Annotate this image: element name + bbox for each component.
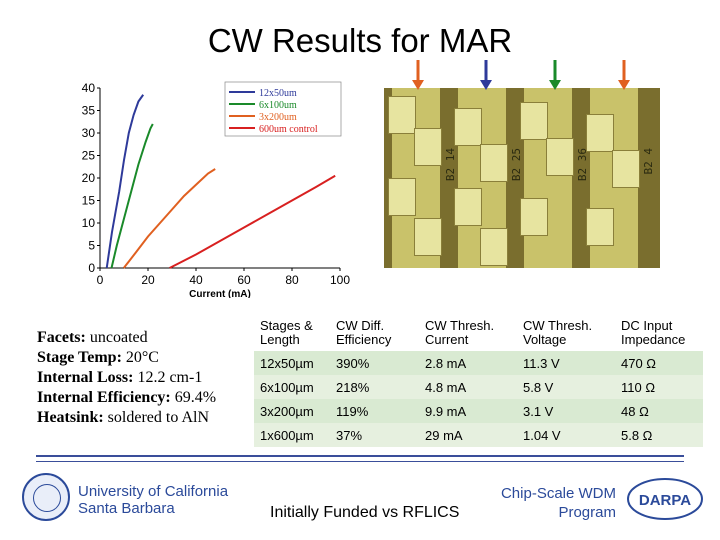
arrow-head bbox=[480, 80, 492, 90]
header-cell: CW Thresh. Voltage bbox=[523, 318, 593, 347]
spec-heatsink: Heatsink: soldered to AlN bbox=[37, 409, 209, 426]
y-tick-label: 30 bbox=[82, 126, 96, 140]
table-cell: 6x100µm bbox=[254, 375, 330, 399]
table-cell: 390% bbox=[330, 351, 419, 375]
footer-divider bbox=[36, 461, 684, 462]
x-tick-label: 40 bbox=[189, 273, 203, 287]
chip-photo: B2 14 B2 25 B2 36 B2 4 bbox=[384, 88, 660, 268]
legend-label: 12x50um bbox=[259, 88, 297, 99]
header-cell: CW Diff. Efficiency bbox=[336, 318, 392, 347]
header-cell: CW Thresh. Current bbox=[425, 318, 495, 347]
table-row: 6x100µm 218% 4.8 mA 5.8 V 110 Ω bbox=[254, 375, 703, 399]
series-line bbox=[110, 123, 154, 269]
spec-internal-efficiency: Internal Efficiency: 69.4% bbox=[37, 389, 217, 406]
darpa-ellipse bbox=[627, 478, 703, 520]
arrow-head bbox=[618, 80, 630, 90]
legend-label: 600um control bbox=[259, 124, 318, 135]
table-cell: 470 Ω bbox=[615, 351, 703, 375]
table-cell: 29 mA bbox=[419, 423, 517, 447]
table-header-row: Stages & Length CW Diff. Efficiency CW T… bbox=[254, 315, 703, 351]
y-tick-label: 10 bbox=[82, 216, 96, 230]
uc-seal-logo bbox=[22, 473, 70, 521]
x-tick-label: 80 bbox=[285, 273, 299, 287]
table-cell: 218% bbox=[330, 375, 419, 399]
legend-label: 6x100um bbox=[259, 100, 297, 111]
series-line bbox=[105, 94, 145, 269]
chip-label: B2 36 bbox=[576, 148, 589, 182]
table-cell: 9.9 mA bbox=[419, 399, 517, 423]
table-cell: 1.04 V bbox=[517, 423, 615, 447]
table-row: 12x50µm 390% 2.8 mA 11.3 V 470 Ω bbox=[254, 351, 703, 375]
spec-internal-loss: Internal Loss: 12.2 cm-1 bbox=[37, 369, 203, 386]
x-tick-label: 0 bbox=[97, 273, 104, 287]
x-axis-label: Current (mA) bbox=[189, 289, 251, 298]
y-tick-label: 35 bbox=[82, 104, 96, 118]
footer-divider bbox=[36, 455, 684, 457]
table-cell: 3.1 V bbox=[517, 399, 615, 423]
y-tick-label: 0 bbox=[88, 261, 95, 275]
y-tick-label: 5 bbox=[88, 239, 95, 253]
x-tick-label: 100 bbox=[330, 273, 350, 287]
series-line bbox=[122, 168, 216, 269]
table-cell: 5.8 Ω bbox=[615, 423, 703, 447]
table-cell: 110 Ω bbox=[615, 375, 703, 399]
table-cell: 48 Ω bbox=[615, 399, 703, 423]
arrow-head bbox=[412, 80, 424, 90]
cw-results-chart: 0 5 10 15 20 25 30 35 40 0 20 40 60 80 100 Current (mA)… bbox=[82, 81, 351, 298]
y-tick-label: 25 bbox=[82, 149, 96, 163]
program-name: Chip-Scale WDM Program bbox=[500, 485, 616, 521]
series-line bbox=[169, 174, 336, 269]
arrow-down-icon bbox=[549, 60, 561, 90]
arrow-down-icon bbox=[618, 60, 630, 90]
spec-stage-temp: Stage Temp: 20°C bbox=[37, 349, 159, 366]
chip-label: B2 14 bbox=[444, 148, 457, 182]
chip-label: B2 25 bbox=[510, 148, 523, 182]
table-cell: 2.8 mA bbox=[419, 351, 517, 375]
seal-ring bbox=[33, 484, 61, 512]
header-cell: Stages & Length bbox=[260, 318, 313, 347]
university-name: University of California Santa Barbara bbox=[78, 483, 229, 517]
x-tick-label: 20 bbox=[141, 273, 155, 287]
results-table: Stages & Length CW Diff. Efficiency CW T… bbox=[254, 315, 703, 447]
header-cell: DC Input Impedance bbox=[621, 318, 686, 347]
table-row: 1x600µm 37% 29 mA 1.04 V 5.8 Ω bbox=[254, 423, 703, 447]
arrow-head bbox=[549, 80, 561, 90]
legend-label: 3x200um bbox=[259, 112, 297, 123]
table-cell: 119% bbox=[330, 399, 419, 423]
darpa-text: DARPA bbox=[639, 492, 691, 509]
table-row: 3x200µm 119% 9.9 mA 3.1 V 48 Ω bbox=[254, 399, 703, 423]
table-cell: 3x200µm bbox=[254, 399, 330, 423]
table-cell: 37% bbox=[330, 423, 419, 447]
slide-title: CW Results for MAR bbox=[207, 22, 513, 59]
y-tick-label: 15 bbox=[82, 194, 96, 208]
y-tick-label: 20 bbox=[82, 171, 96, 185]
device-specs: Facets: uncoated Stage Temp: 20°C Intern… bbox=[37, 328, 216, 428]
arrow-down-icon bbox=[480, 60, 492, 90]
funding-note: Initially Funded vs RFLICS bbox=[270, 504, 460, 521]
table-cell: 4.8 mA bbox=[419, 375, 517, 399]
darpa-logo: DARPA bbox=[627, 478, 703, 520]
arrow-down-icon bbox=[412, 60, 424, 90]
table-cell: 5.8 V bbox=[517, 375, 615, 399]
spec-facets: Facets: uncoated bbox=[37, 329, 148, 346]
y-tick-label: 40 bbox=[82, 81, 96, 95]
x-tick-label: 60 bbox=[237, 273, 251, 287]
chip-label: B2 4 bbox=[642, 148, 655, 175]
table-cell: 1x600µm bbox=[254, 423, 330, 447]
table-cell: 12x50µm bbox=[254, 351, 330, 375]
table-cell: 11.3 V bbox=[517, 351, 615, 375]
